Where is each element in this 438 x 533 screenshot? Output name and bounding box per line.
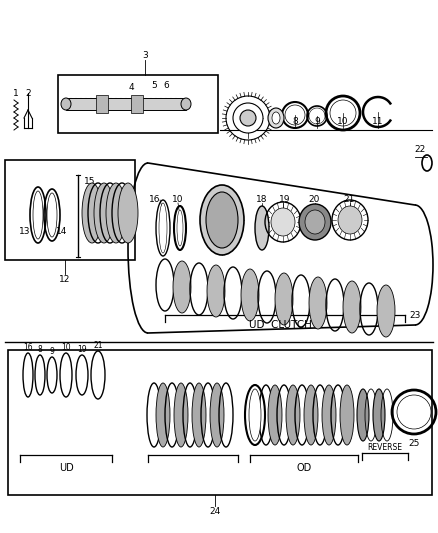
Text: 21: 21 — [343, 196, 355, 205]
Ellipse shape — [82, 183, 102, 243]
Ellipse shape — [343, 281, 361, 333]
Ellipse shape — [357, 389, 369, 441]
Bar — [96, 95, 108, 113]
Ellipse shape — [304, 385, 318, 445]
Ellipse shape — [272, 112, 280, 124]
Text: 12: 12 — [59, 276, 71, 285]
Ellipse shape — [240, 110, 256, 126]
Text: 10: 10 — [61, 343, 71, 351]
Ellipse shape — [94, 183, 114, 243]
Text: 19: 19 — [77, 344, 87, 353]
Text: 19: 19 — [279, 196, 291, 205]
Ellipse shape — [340, 385, 354, 445]
Ellipse shape — [233, 103, 263, 133]
Text: 10: 10 — [337, 117, 349, 125]
Ellipse shape — [377, 285, 395, 337]
Text: 8: 8 — [292, 117, 298, 125]
Bar — [8, 350, 432, 495]
Ellipse shape — [249, 389, 261, 441]
Text: 10: 10 — [172, 196, 184, 205]
Text: 9: 9 — [314, 117, 320, 125]
Ellipse shape — [338, 206, 362, 234]
Ellipse shape — [255, 206, 269, 250]
Text: 4: 4 — [128, 83, 134, 92]
Ellipse shape — [309, 277, 327, 329]
Ellipse shape — [156, 383, 170, 447]
Ellipse shape — [397, 395, 431, 429]
Text: 9: 9 — [49, 346, 54, 356]
Ellipse shape — [181, 98, 191, 110]
Ellipse shape — [299, 204, 331, 240]
Ellipse shape — [118, 183, 138, 243]
Ellipse shape — [106, 183, 126, 243]
Text: 3: 3 — [142, 51, 148, 60]
Ellipse shape — [47, 193, 57, 237]
Ellipse shape — [173, 261, 191, 313]
Text: 25: 25 — [408, 439, 420, 448]
Text: 20: 20 — [308, 196, 320, 205]
Ellipse shape — [192, 383, 206, 447]
Text: OD: OD — [297, 463, 311, 473]
Ellipse shape — [200, 185, 244, 255]
Text: 16: 16 — [23, 343, 33, 351]
Text: 8: 8 — [38, 344, 42, 353]
Ellipse shape — [210, 383, 224, 447]
Text: 14: 14 — [57, 228, 68, 237]
Ellipse shape — [207, 265, 225, 317]
Bar — [58, 75, 218, 133]
Ellipse shape — [177, 210, 183, 246]
Text: 21: 21 — [93, 341, 103, 350]
Text: 16: 16 — [149, 196, 161, 205]
Text: 17: 17 — [216, 196, 228, 205]
Ellipse shape — [285, 105, 305, 125]
Text: 13: 13 — [19, 228, 31, 237]
Ellipse shape — [322, 385, 336, 445]
Text: 24: 24 — [209, 507, 221, 516]
Text: UD: UD — [59, 463, 74, 473]
Text: UD  CLUTCH: UD CLUTCH — [248, 320, 311, 330]
Ellipse shape — [309, 108, 325, 124]
Text: 18: 18 — [256, 196, 268, 205]
Text: 11: 11 — [372, 117, 384, 125]
Ellipse shape — [268, 108, 284, 128]
Ellipse shape — [241, 269, 259, 321]
Text: 23: 23 — [410, 311, 420, 319]
Text: 15: 15 — [84, 177, 96, 187]
Ellipse shape — [159, 203, 167, 253]
Text: 22: 22 — [414, 146, 426, 155]
Ellipse shape — [286, 385, 300, 445]
Ellipse shape — [174, 383, 188, 447]
Ellipse shape — [330, 100, 356, 126]
Ellipse shape — [33, 191, 43, 239]
Ellipse shape — [206, 192, 238, 248]
Text: 6: 6 — [163, 80, 169, 90]
Ellipse shape — [268, 385, 282, 445]
Text: 1: 1 — [13, 88, 19, 98]
Text: 2: 2 — [25, 88, 31, 98]
Text: REVERSE: REVERSE — [367, 442, 403, 451]
Bar — [131, 95, 143, 113]
Bar — [5, 160, 135, 260]
Ellipse shape — [373, 389, 385, 441]
Bar — [66, 98, 186, 110]
Ellipse shape — [271, 208, 295, 236]
Text: 7: 7 — [243, 125, 249, 134]
Ellipse shape — [61, 98, 71, 110]
Ellipse shape — [305, 210, 325, 234]
Ellipse shape — [275, 273, 293, 325]
Text: 5: 5 — [151, 80, 157, 90]
